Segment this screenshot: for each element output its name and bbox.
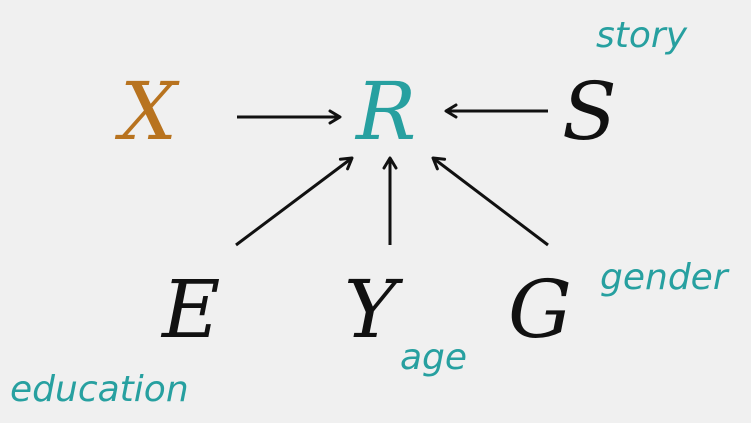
node-e: E [162,263,221,356]
node-r: R [356,65,417,158]
annotation-age: age [400,337,468,378]
node-g: G [508,263,572,356]
annotation-gender: gender [600,257,728,298]
node-s: S [562,65,617,158]
node-x: X [120,65,177,158]
annotation-story: story [596,15,688,56]
annotation-education: education [10,369,189,410]
node-y: Y [344,263,397,356]
edge-g-to-r [431,156,549,247]
edge-e-to-r [235,156,354,247]
